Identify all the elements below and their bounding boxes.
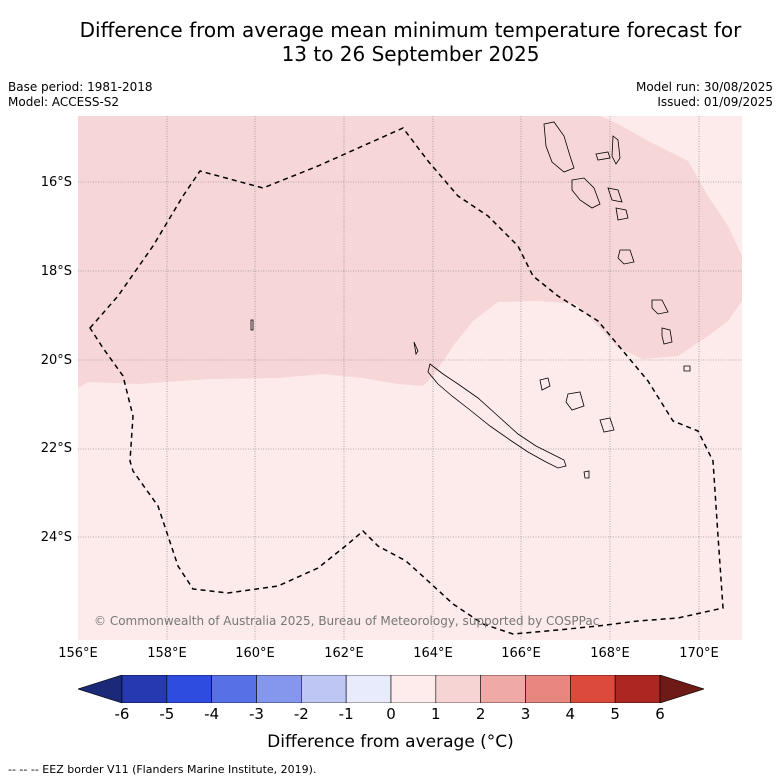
- loyalty-island-2: [565, 391, 585, 411]
- vanuatu-espiritu-santo: [543, 121, 575, 173]
- anomaly-region-1-2: [78, 116, 742, 388]
- lon-label-168e: 168°E: [590, 646, 630, 661]
- lat-label-20s: 20°S: [40, 353, 72, 368]
- map-panel[interactable]: [78, 116, 742, 640]
- loyalty-island-3: [599, 417, 615, 433]
- colorbar-tick-label: -6: [114, 705, 130, 723]
- colorbar-tick-label: 1: [431, 705, 441, 723]
- isle-of-pines: [583, 470, 590, 479]
- colorbar-swatch: [166, 674, 212, 704]
- loyalty-island-1: [539, 377, 551, 391]
- colorbar-tick-label: 3: [520, 705, 531, 723]
- graticule: [78, 116, 742, 640]
- lon-label-166e: 166°E: [501, 646, 541, 661]
- eez-legend-note: -- -- -- EEZ border V11 (Flanders Marine…: [8, 763, 317, 776]
- eez-border: [89, 127, 724, 635]
- colorbar-swatch: [480, 674, 526, 704]
- colorbar-extend-high: [659, 674, 705, 704]
- colorbar-tick-label: 4: [565, 705, 576, 723]
- title-line-2: 13 to 26 September 2025: [281, 42, 540, 66]
- model-run: Model run: 30/08/2025: [635, 80, 773, 94]
- base-period: Base period: 1981-2018: [8, 80, 153, 94]
- colorbar-swatch: [345, 674, 392, 704]
- title-line-1: Difference from average mean minimum tem…: [79, 18, 742, 42]
- vanuatu-tanna: [651, 299, 669, 315]
- matthew-island: [683, 365, 691, 372]
- colorbar-tick-label: -1: [338, 705, 354, 723]
- colorbar: [77, 674, 705, 704]
- lat-label-18s: 18°S: [40, 264, 72, 279]
- small-island: [413, 341, 419, 356]
- colorbar-swatch: [121, 674, 168, 704]
- lon-label-160e: 160°E: [235, 646, 275, 661]
- lon-label-170e: 170°E: [679, 646, 719, 661]
- colorbar-extend-low: [77, 674, 123, 704]
- issued-date: Issued: 01/09/2025: [657, 95, 773, 109]
- new-caledonia-island: [427, 363, 567, 469]
- lat-label-16s: 16°S: [40, 175, 72, 190]
- colorbar-swatch: [301, 674, 347, 704]
- lon-label-158e: 158°E: [147, 646, 187, 661]
- colorbar-tick-label: -3: [249, 705, 264, 723]
- metadata-left: Base period: 1981-2018 Model: ACCESS-S2: [8, 80, 153, 110]
- colorbar-tick-label: -4: [204, 705, 220, 723]
- colorbar-tick-label: 6: [655, 705, 665, 723]
- colorbar-tick-label: 5: [610, 705, 620, 723]
- colorbar-swatch: [390, 674, 437, 704]
- model-name: Model: ACCESS-S2: [8, 95, 120, 109]
- lat-label-22s: 22°S: [40, 441, 72, 456]
- vanuatu-aneityum: [661, 327, 673, 345]
- vanuatu-island-4: [617, 249, 635, 265]
- chesterfield-islet: [250, 319, 254, 331]
- colorbar-tick-label: 2: [475, 705, 486, 723]
- colorbar-tick-label: 0: [386, 705, 396, 723]
- lon-label-156e: 156°E: [58, 646, 98, 661]
- lat-label-24s: 24°S: [40, 530, 72, 545]
- colorbar-tick-label: -2: [293, 705, 309, 723]
- colorbar-swatch: [435, 674, 481, 704]
- colorbar-swatch: [525, 674, 571, 704]
- colorbar-swatch: [614, 674, 661, 704]
- vanuatu-island-2: [611, 135, 621, 165]
- vanuatu-island-1: [595, 151, 611, 161]
- map-title: Difference from average mean minimum tem…: [0, 18, 781, 66]
- colorbar-label: Difference from average (°C): [267, 732, 514, 752]
- colorbar-swatch: [570, 674, 616, 704]
- colorbar-swatch: [256, 674, 302, 704]
- vanuatu-efate: [615, 207, 629, 221]
- copyright-note: © Commonwealth of Australia 2025, Bureau…: [94, 614, 600, 628]
- lon-label-162e: 162°E: [324, 646, 364, 661]
- metadata-right: Model run: 30/08/2025 Issued: 01/09/2025: [636, 80, 773, 110]
- vanuatu-malakula: [571, 177, 601, 209]
- colorbar-swatch: [211, 674, 257, 704]
- lon-label-164e: 164°E: [413, 646, 453, 661]
- colorbar-tick-label: -5: [159, 705, 175, 723]
- vanuatu-island-3: [607, 187, 623, 203]
